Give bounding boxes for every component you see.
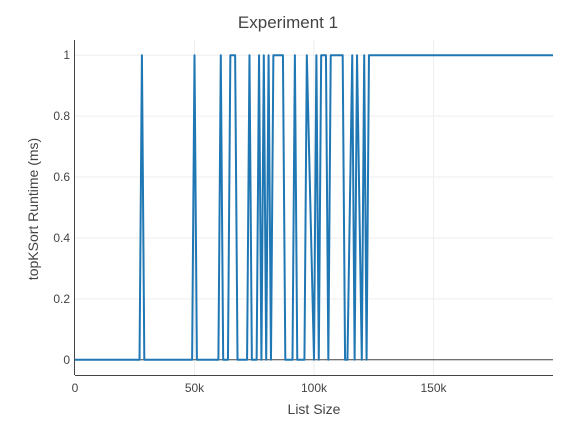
y-tick-label: 0.4 bbox=[53, 231, 70, 245]
x-tick-label: 150k bbox=[420, 381, 447, 395]
chart-title: Experiment 1 bbox=[238, 13, 338, 32]
y-tick-labels: 0 0.2 0.4 0.6 0.8 1 bbox=[53, 48, 70, 367]
y-tick-label: 1 bbox=[63, 48, 70, 62]
x-axis-title: List Size bbox=[288, 401, 341, 417]
y-tick-label: 0 bbox=[63, 353, 70, 367]
y-tick-label: 0.2 bbox=[53, 292, 70, 306]
x-tick-label: 0 bbox=[72, 381, 79, 395]
y-tick-label: 0.8 bbox=[53, 109, 70, 123]
x-tick-labels: 0 50k 100k 150k bbox=[72, 381, 448, 395]
x-tick-label: 50k bbox=[185, 381, 205, 395]
x-tick-label: 100k bbox=[301, 381, 328, 395]
y-tick-label: 0.6 bbox=[53, 170, 70, 184]
y-axis-title: topKSort Runtime (ms) bbox=[25, 138, 41, 280]
